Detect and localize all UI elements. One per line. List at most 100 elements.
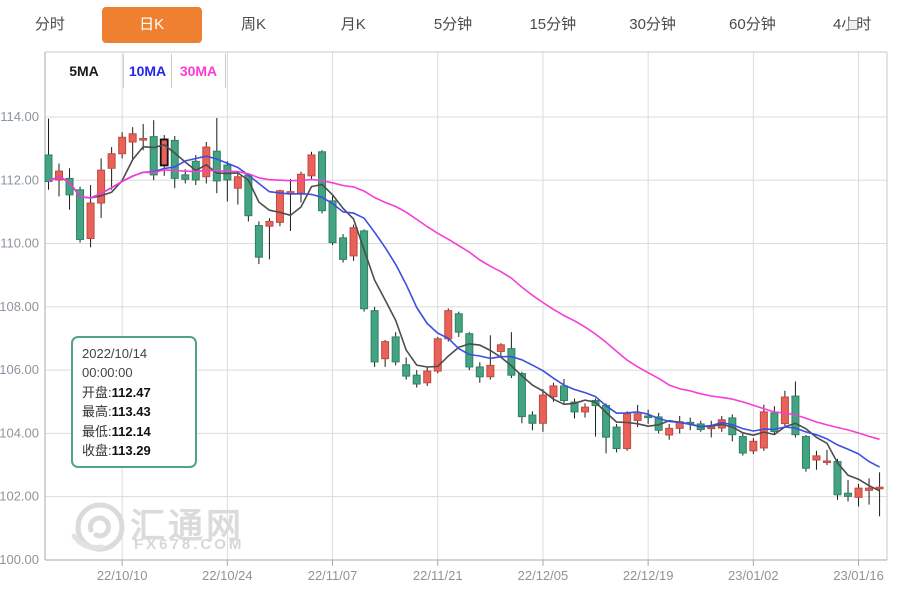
candle-down[interactable] bbox=[507, 332, 516, 379]
candle-body bbox=[402, 364, 411, 377]
candle-up[interactable] bbox=[139, 123, 148, 151]
candle-down[interactable] bbox=[412, 370, 421, 388]
candle-down[interactable] bbox=[254, 221, 263, 265]
candle-up[interactable] bbox=[812, 450, 821, 470]
candle-up[interactable] bbox=[707, 420, 716, 438]
candle-down[interactable] bbox=[465, 332, 474, 371]
candle-body bbox=[202, 146, 211, 178]
candle-up[interactable] bbox=[865, 478, 874, 505]
candle-down[interactable] bbox=[570, 398, 579, 419]
x-axis-label: 22/12/05 bbox=[518, 568, 569, 583]
tooltip-row-3: 收盘:113.29 bbox=[82, 443, 151, 459]
legend-item-30ma: 30MA bbox=[172, 54, 226, 88]
candle-body bbox=[475, 366, 484, 378]
candle-body bbox=[559, 385, 568, 401]
candle-up[interactable] bbox=[759, 404, 768, 451]
candle-down[interactable] bbox=[738, 433, 747, 456]
tooltip-date: 2022/10/14 bbox=[82, 346, 148, 361]
candle-down[interactable] bbox=[517, 371, 526, 424]
tab-interval-4[interactable]: 5分钟 bbox=[433, 16, 473, 33]
candle-up[interactable] bbox=[623, 411, 632, 451]
candle-down[interactable] bbox=[360, 229, 369, 312]
x-axis-label: 22/10/10 bbox=[97, 568, 148, 583]
candle-up[interactable] bbox=[307, 151, 316, 181]
candle-up[interactable] bbox=[780, 390, 789, 428]
candle-down[interactable] bbox=[454, 311, 463, 337]
candle-up[interactable] bbox=[381, 340, 390, 367]
tab-interval-1[interactable]: 日K bbox=[101, 7, 202, 43]
candle-up[interactable] bbox=[423, 366, 432, 386]
y-axis-label: 106.00 bbox=[0, 362, 39, 377]
candle-body bbox=[86, 202, 95, 239]
candle-up[interactable] bbox=[286, 179, 295, 231]
candle-body bbox=[570, 401, 579, 413]
candle-up[interactable] bbox=[749, 438, 758, 454]
candle-body bbox=[381, 341, 390, 360]
candle-up[interactable] bbox=[486, 335, 495, 380]
candle-body bbox=[339, 237, 348, 260]
candle-up[interactable] bbox=[433, 336, 442, 374]
x-axis-label: 22/11/07 bbox=[308, 568, 358, 583]
candle-down[interactable] bbox=[644, 409, 653, 424]
candle-up[interactable] bbox=[349, 224, 358, 261]
candle-up[interactable] bbox=[128, 127, 137, 160]
tab-interval-0[interactable]: 分时 bbox=[34, 16, 65, 33]
candle-down[interactable] bbox=[65, 168, 74, 210]
candle-body bbox=[486, 364, 495, 378]
candle-up[interactable] bbox=[233, 173, 242, 205]
candle-up[interactable] bbox=[675, 415, 684, 434]
y-axis-label: 108.00 bbox=[0, 299, 39, 314]
tab-interval-6[interactable]: 30分钟 bbox=[629, 16, 676, 33]
candle-body bbox=[212, 150, 221, 182]
candle-up[interactable] bbox=[97, 158, 106, 218]
candle-down[interactable] bbox=[212, 117, 221, 194]
candle-down[interactable] bbox=[612, 423, 621, 453]
candle-down[interactable] bbox=[149, 120, 158, 181]
candle-body bbox=[454, 313, 463, 333]
candle-body bbox=[875, 486, 884, 490]
candle-up[interactable] bbox=[107, 147, 116, 190]
candle-up[interactable] bbox=[296, 171, 305, 203]
candle-down[interactable] bbox=[528, 411, 537, 431]
candle-up[interactable] bbox=[118, 132, 127, 159]
candle-down[interactable] bbox=[370, 306, 379, 367]
tooltip-row-2: 最低:112.14 bbox=[82, 423, 151, 439]
candle-down[interactable] bbox=[844, 479, 853, 502]
candle-body bbox=[665, 427, 674, 436]
candle-up[interactable] bbox=[202, 141, 211, 184]
candle-body bbox=[644, 415, 653, 419]
candle-up[interactable] bbox=[86, 185, 95, 248]
candle-up[interactable] bbox=[581, 403, 590, 418]
candle-down[interactable] bbox=[801, 434, 810, 472]
candle-body bbox=[749, 440, 758, 452]
candle-up[interactable] bbox=[854, 484, 863, 507]
candle-body bbox=[444, 310, 453, 340]
candle-body bbox=[107, 153, 116, 169]
tab-interval-3[interactable]: 月K bbox=[340, 16, 366, 33]
candle-down[interactable] bbox=[402, 357, 411, 380]
candle-down[interactable] bbox=[170, 135, 179, 189]
candle-down[interactable] bbox=[391, 332, 400, 366]
candle-up[interactable] bbox=[265, 218, 274, 260]
candle-up[interactable] bbox=[275, 189, 284, 227]
candle-up[interactable] bbox=[665, 423, 674, 440]
candle-down[interactable] bbox=[223, 161, 232, 202]
candle-up[interactable] bbox=[496, 343, 505, 358]
ma-line-30 bbox=[48, 169, 880, 441]
candle-up[interactable] bbox=[822, 449, 831, 466]
candle-down[interactable] bbox=[475, 362, 484, 383]
candle-body bbox=[170, 139, 179, 179]
candle-down[interactable] bbox=[44, 118, 53, 190]
candle-body bbox=[623, 413, 632, 450]
candle-up[interactable] bbox=[875, 472, 884, 517]
candle-up[interactable] bbox=[538, 389, 547, 432]
tab-interval-7[interactable]: 60分钟 bbox=[729, 16, 776, 33]
candle-down[interactable] bbox=[339, 234, 348, 263]
candle-up[interactable] bbox=[55, 163, 64, 197]
candle-down[interactable] bbox=[76, 186, 85, 243]
tab-interval-2[interactable]: 周K bbox=[240, 16, 266, 33]
tab-interval-5[interactable]: 15分钟 bbox=[529, 16, 577, 33]
candle-body bbox=[349, 227, 358, 257]
